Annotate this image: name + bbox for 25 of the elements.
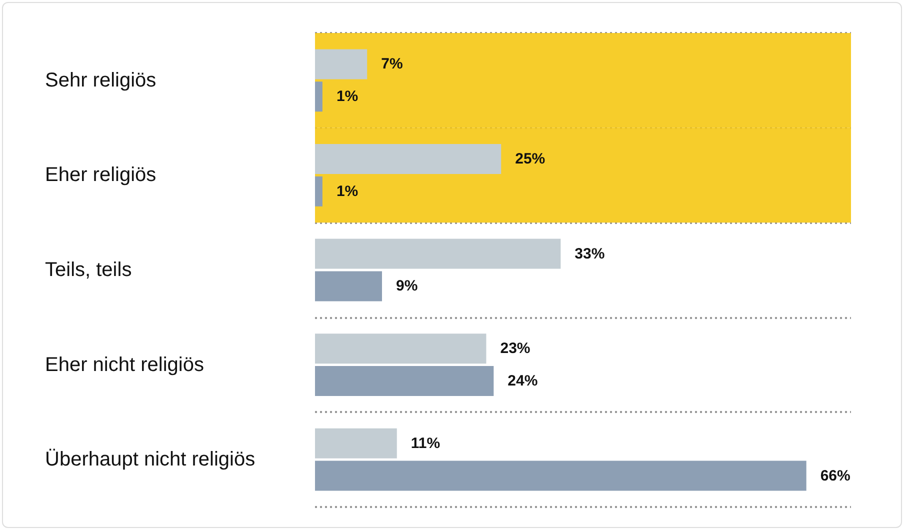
y-tick-label: Eher religiös <box>45 164 156 186</box>
bar <box>315 176 322 206</box>
y-tick-label: Überhaupt nicht religiös <box>45 448 256 471</box>
data-label: 24% <box>508 372 538 390</box>
data-label: 1% <box>336 182 358 200</box>
data-label: 11% <box>410 434 440 452</box>
bar <box>315 366 494 396</box>
data-label: 9% <box>396 278 418 295</box>
data-label: 33% <box>574 245 605 262</box>
data-label: 66% <box>820 467 850 484</box>
bar <box>315 271 382 302</box>
bar <box>315 49 368 80</box>
data-label: 7% <box>381 56 403 73</box>
bar <box>315 238 561 269</box>
bar <box>315 82 322 112</box>
data-label: 1% <box>336 88 358 106</box>
bar <box>315 428 397 458</box>
bar <box>315 460 806 491</box>
y-tick-label: Eher nicht religiös <box>45 354 204 376</box>
data-label: 25% <box>515 150 546 168</box>
y-tick-label: Teils, teils <box>45 259 132 281</box>
bar <box>315 144 502 174</box>
y-tick-label: Sehr religiös <box>45 69 156 92</box>
data-label: 23% <box>500 340 530 358</box>
bar <box>315 334 486 364</box>
